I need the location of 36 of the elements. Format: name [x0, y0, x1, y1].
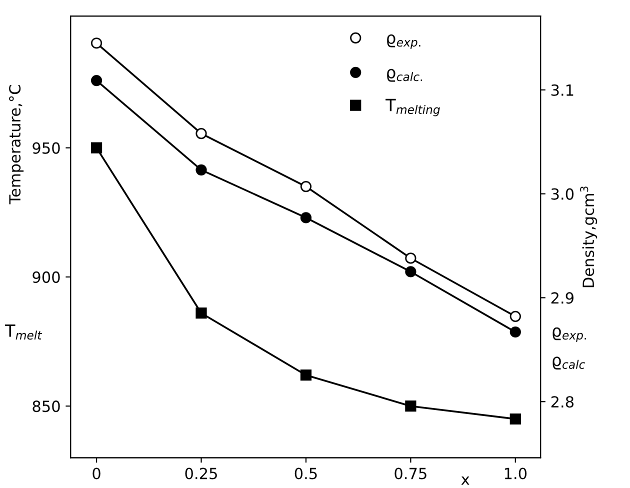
point — [405, 400, 416, 412]
y-tick-label: 900 — [32, 271, 60, 283]
text: T$_{melt}$ — [4, 324, 42, 340]
point — [405, 266, 416, 278]
point — [196, 128, 207, 140]
y2-tick-label: 3.0 — [551, 188, 574, 200]
y-tick-label: 950 — [32, 142, 60, 154]
y2-tick-label: 3.1 — [551, 84, 574, 96]
x-tick-label: 1.0 — [504, 468, 527, 480]
y-axis-title: Temperature,°C — [9, 85, 24, 204]
point — [196, 308, 207, 319]
x-tick-label: 0.5 — [294, 468, 317, 480]
point — [90, 74, 102, 86]
point — [510, 326, 521, 338]
y2-tick-label: 2.9 — [551, 292, 574, 304]
x-tick-label: 0.75 — [394, 468, 426, 480]
y2-axis-title: Density,gcm$^{3}$ — [580, 186, 598, 288]
text: ϱ$_{exp.}$ — [552, 327, 586, 342]
y-tick-label: 850 — [32, 400, 60, 412]
point — [300, 370, 312, 381]
legend-label: ϱ$_{calc.}$ — [387, 68, 422, 82]
legend-label: T$_{melting}$ — [386, 98, 440, 116]
point — [90, 142, 102, 154]
x-axis-title: x — [461, 476, 470, 485]
x-tick-label: 0 — [92, 468, 100, 480]
point — [90, 38, 102, 49]
legend-label: ϱ$_{exp.}$ — [387, 34, 420, 49]
x-tick-label: 0.25 — [185, 468, 217, 480]
point — [300, 180, 312, 192]
text: ϱ$_{calc}$ — [552, 356, 586, 370]
point — [196, 164, 207, 176]
point — [405, 252, 416, 264]
point — [300, 212, 312, 224]
point — [510, 413, 521, 425]
y2-tick-label: 2.8 — [551, 396, 574, 408]
point — [510, 310, 521, 322]
